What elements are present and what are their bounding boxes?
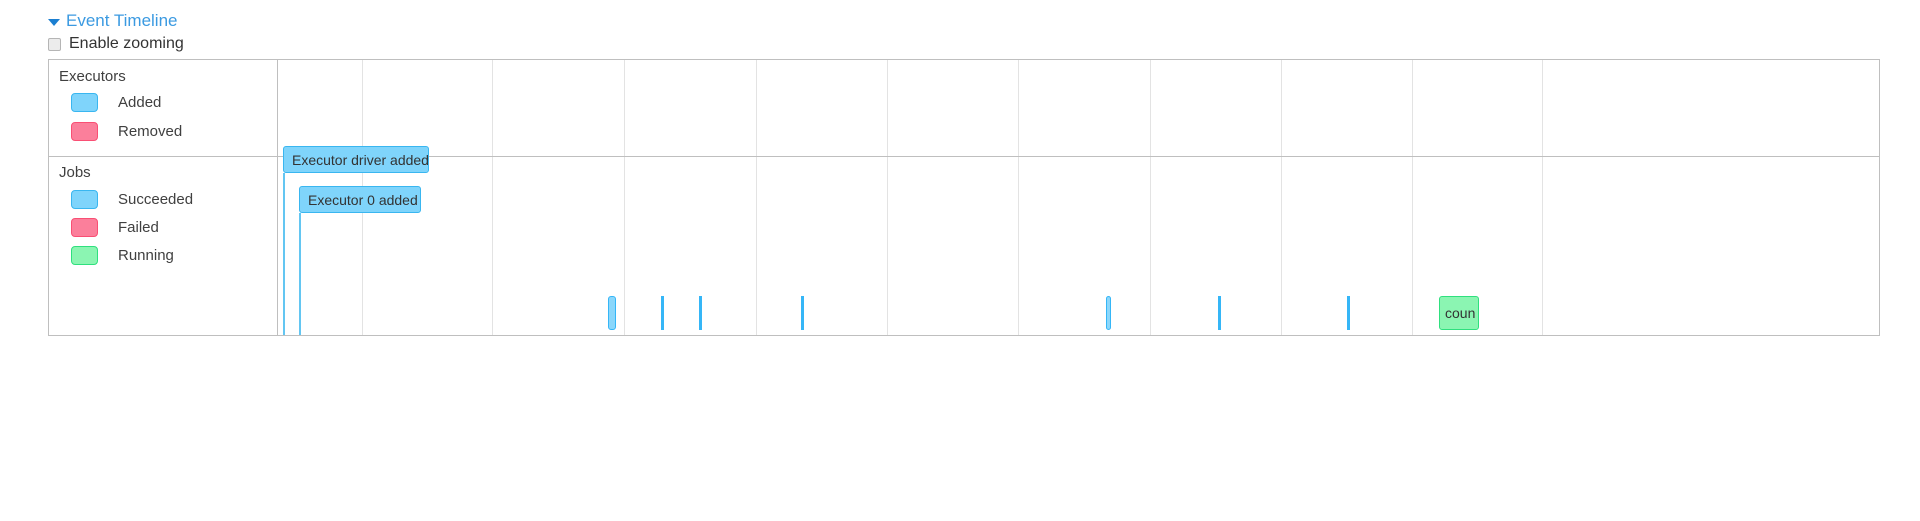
label-col-separator-top	[277, 60, 278, 156]
job-marker-4[interactable]	[801, 296, 804, 330]
legend-swatch-running	[71, 246, 98, 265]
label-col-separator-bottom	[277, 157, 278, 335]
enable-zooming-label: Enable zooming	[69, 35, 184, 52]
enable-zooming-row[interactable]: Enable zooming	[48, 35, 184, 53]
legend-label-failed: Failed	[118, 219, 159, 236]
gridline-4	[756, 60, 757, 335]
legend-item-added: Added	[71, 93, 161, 112]
event-timeline-toggle[interactable]: Event Timeline	[48, 11, 178, 31]
legend-column: Executors Added Removed Jobs Succeeded F…	[49, 60, 277, 335]
timeline-chart: Executors Added Removed Jobs Succeeded F…	[48, 59, 1880, 336]
job-marker-5[interactable]	[1106, 296, 1111, 330]
gridline-9	[1412, 60, 1413, 335]
group-title-jobs: Jobs	[59, 164, 91, 181]
job-marker-running[interactable]: coun	[1439, 296, 1479, 330]
group-title-executors: Executors	[59, 68, 126, 85]
legend-swatch-added	[71, 93, 98, 112]
gridline-8	[1281, 60, 1282, 335]
job-marker-6[interactable]	[1218, 296, 1221, 330]
legend-item-failed: Failed	[71, 218, 159, 237]
job-marker-7[interactable]	[1347, 296, 1350, 330]
legend-swatch-succeeded	[71, 190, 98, 209]
legend-label-succeeded: Succeeded	[118, 191, 194, 208]
executor-0-stem	[299, 213, 301, 335]
job-marker-3[interactable]	[699, 296, 702, 330]
legend-label-removed: Removed	[118, 123, 183, 140]
gridline-2	[492, 60, 493, 335]
gridline-7	[1150, 60, 1151, 335]
executor-driver-added[interactable]: Executor driver added	[283, 146, 429, 173]
page-title: Event Timeline	[66, 11, 178, 30]
executor-driver-stem	[283, 173, 285, 335]
gridline-5	[887, 60, 888, 335]
caret-down-icon	[48, 18, 60, 26]
executor-0-added[interactable]: Executor 0 added	[299, 186, 421, 213]
enable-zooming-checkbox[interactable]	[48, 37, 61, 51]
gridline-10	[1542, 60, 1543, 335]
legend-item-running: Running	[71, 246, 174, 265]
gridline-3	[624, 60, 625, 335]
legend-item-succeeded: Succeeded	[71, 190, 193, 209]
job-marker-2[interactable]	[661, 296, 664, 330]
gridline-6	[1018, 60, 1019, 335]
job-marker-1[interactable]	[608, 296, 616, 330]
legend-swatch-failed	[71, 218, 98, 237]
legend-swatch-removed	[71, 122, 98, 141]
lane-separator-executors	[49, 156, 1879, 157]
legend-label-added: Added	[118, 94, 162, 111]
legend-label-running: Running	[118, 247, 174, 264]
legend-item-removed: Removed	[71, 122, 182, 141]
